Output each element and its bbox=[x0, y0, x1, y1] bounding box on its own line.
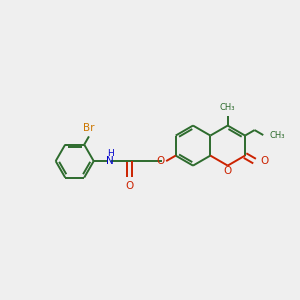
Text: O: O bbox=[125, 181, 134, 191]
Text: Br: Br bbox=[82, 123, 94, 133]
Text: H: H bbox=[107, 148, 114, 158]
Text: CH₃: CH₃ bbox=[270, 130, 285, 140]
Text: N: N bbox=[106, 156, 114, 166]
Text: O: O bbox=[156, 156, 165, 166]
Text: O: O bbox=[224, 166, 232, 176]
Text: O: O bbox=[260, 156, 268, 166]
Text: CH₃: CH₃ bbox=[220, 103, 236, 112]
